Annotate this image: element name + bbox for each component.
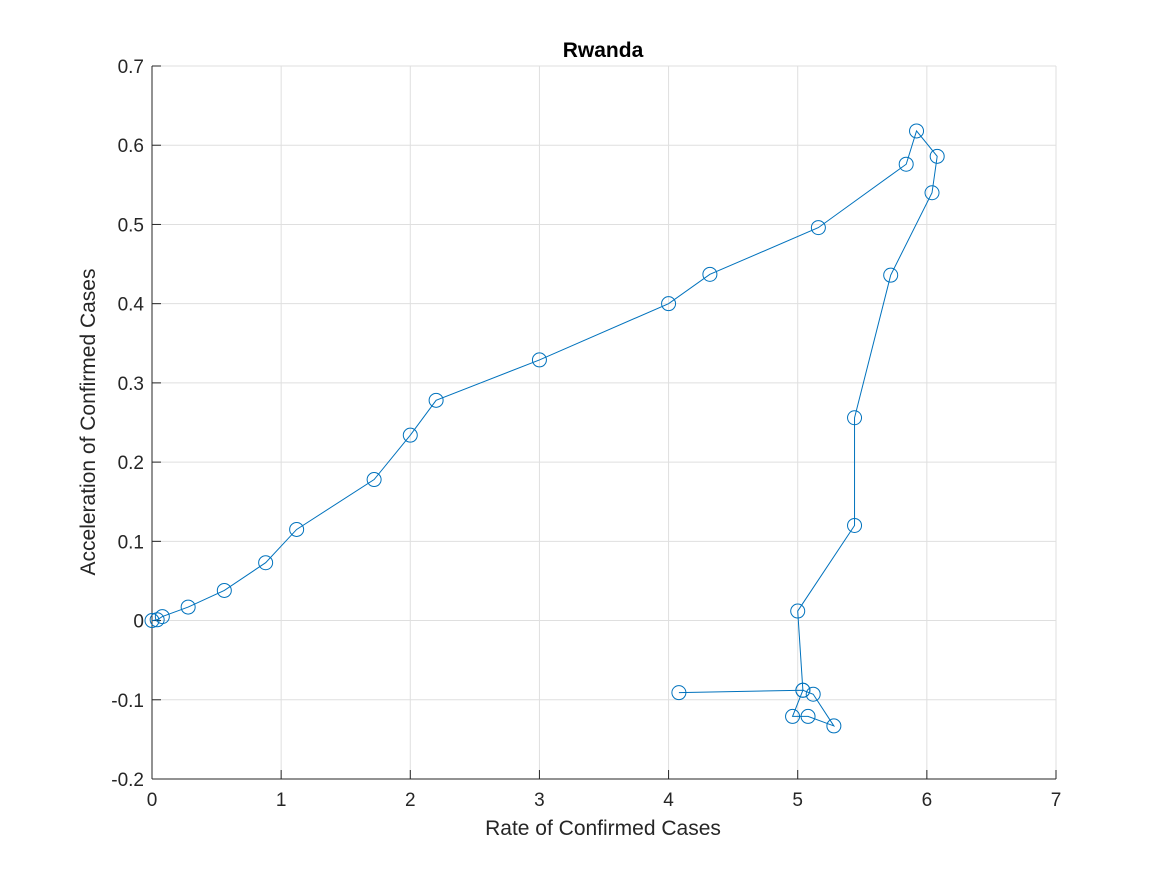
data-point [795,682,811,698]
data-point [402,427,418,443]
axes [151,65,1057,780]
x-tick-label: 5 [792,790,803,811]
data-point [810,220,826,236]
y-tick-label: 0.6 [118,136,144,157]
data-point [702,266,718,282]
data-point [847,410,863,426]
grid [151,65,1057,780]
series-polyline [151,129,938,727]
tick-labels: 0 1 2 3 4 5 6 7 -0.2 -0.1 0 0.1 0.2 0.3 0.4 0.5 0.6 0.7 [111,57,1061,811]
data-point [929,148,945,164]
data-point [800,708,816,724]
data-point [805,686,821,702]
x-tick-label: 1 [276,790,287,811]
data-point [847,517,863,533]
x-tick-label: 4 [663,790,674,811]
data-point [661,296,677,312]
y-axis-label: Acceleration of Confirmed Cases [77,269,100,576]
data-point [671,685,687,701]
data-point [898,156,914,172]
x-tick-label: 0 [147,790,158,811]
x-tick-label: 3 [534,790,545,811]
y-tick-label: 0.5 [118,215,144,236]
data-point [149,612,165,628]
data-point [883,267,899,283]
y-tick-label: 0.3 [118,374,144,395]
x-tick-label: 7 [1051,790,1062,811]
y-tick-label: 0.1 [118,532,144,553]
y-tick-label: 0.4 [118,295,145,316]
data-point [826,718,842,734]
y-tick-label: -0.1 [111,691,144,712]
data-point [258,555,274,571]
data-point [180,599,196,615]
y-tick-label: 0.7 [118,57,144,78]
y-tick-label: -0.2 [111,770,144,791]
data-point [216,582,232,598]
y-tick-label: 0.2 [118,453,144,474]
data-point [909,123,925,139]
data-point [790,603,806,619]
x-axis-label: Rate of Confirmed Cases [485,817,721,840]
data-point [924,185,940,201]
data-point [289,521,305,537]
series-line [144,123,945,734]
chart-title: Rwanda [563,39,644,62]
x-tick-label: 2 [405,790,416,811]
data-point [366,472,382,488]
data-point [785,708,801,724]
x-tick-label: 6 [922,790,933,811]
data-point [428,392,444,408]
data-point [144,613,160,629]
data-point [154,609,170,625]
y-tick-label: 0 [133,612,144,633]
data-point [531,352,547,368]
